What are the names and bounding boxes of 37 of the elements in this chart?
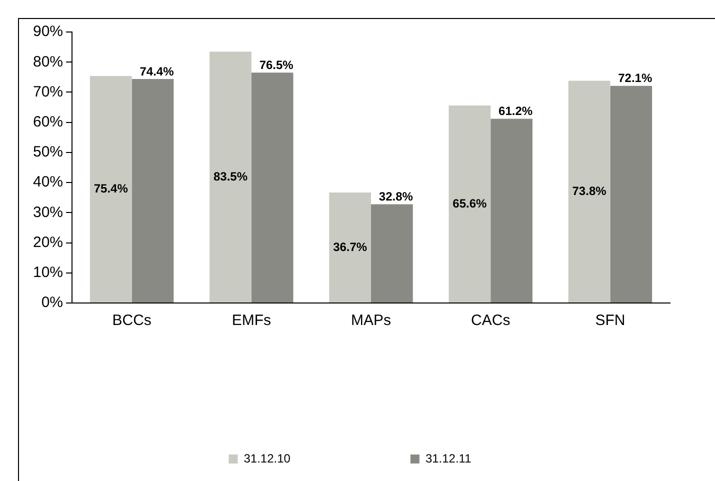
y-tick-label: 70%: [32, 83, 64, 100]
data-label: 73.8%: [572, 184, 607, 198]
data-label: 76.5%: [259, 58, 294, 72]
bar: [568, 80, 610, 302]
data-label: 36.7%: [333, 240, 368, 254]
y-tick-label: 20%: [32, 234, 64, 251]
data-label: 65.6%: [452, 196, 488, 210]
data-label: 32.8%: [378, 190, 414, 204]
bar: [132, 78, 174, 302]
y-tick-label: 80%: [32, 53, 64, 70]
y-tick-label: 30%: [32, 204, 64, 221]
bar: [90, 76, 132, 302]
y-tick-label: 90%: [32, 23, 64, 40]
y-tick-label: 0%: [41, 294, 64, 312]
data-label: 83.5%: [213, 169, 248, 184]
x-tick-label: MAPs: [351, 312, 392, 330]
data-label: 74.4%: [140, 64, 174, 78]
y-tick-label: 60%: [32, 113, 64, 130]
y-tick-label: 10%: [32, 264, 64, 282]
legend-label: 31.12.11: [425, 451, 472, 466]
bar: [251, 72, 294, 302]
y-tick-label: 50%: [32, 144, 64, 161]
data-label: 72.1%: [618, 71, 652, 86]
bar: [210, 52, 252, 302]
x-tick-label: BCCs: [112, 312, 152, 330]
x-tick-label: EMFs: [232, 312, 271, 330]
x-tick-label: SFN: [595, 312, 626, 330]
y-tick-label: 40%: [32, 174, 64, 191]
bar: [448, 105, 491, 302]
bar: [610, 86, 652, 302]
bar: [329, 192, 372, 302]
legend-label: 31.12.10: [244, 451, 291, 466]
x-tick-label: CACs: [471, 312, 510, 330]
bar: [371, 204, 413, 302]
data-label: 75.4%: [94, 182, 128, 196]
data-label: 61.2%: [498, 104, 533, 118]
bar: [490, 118, 532, 302]
